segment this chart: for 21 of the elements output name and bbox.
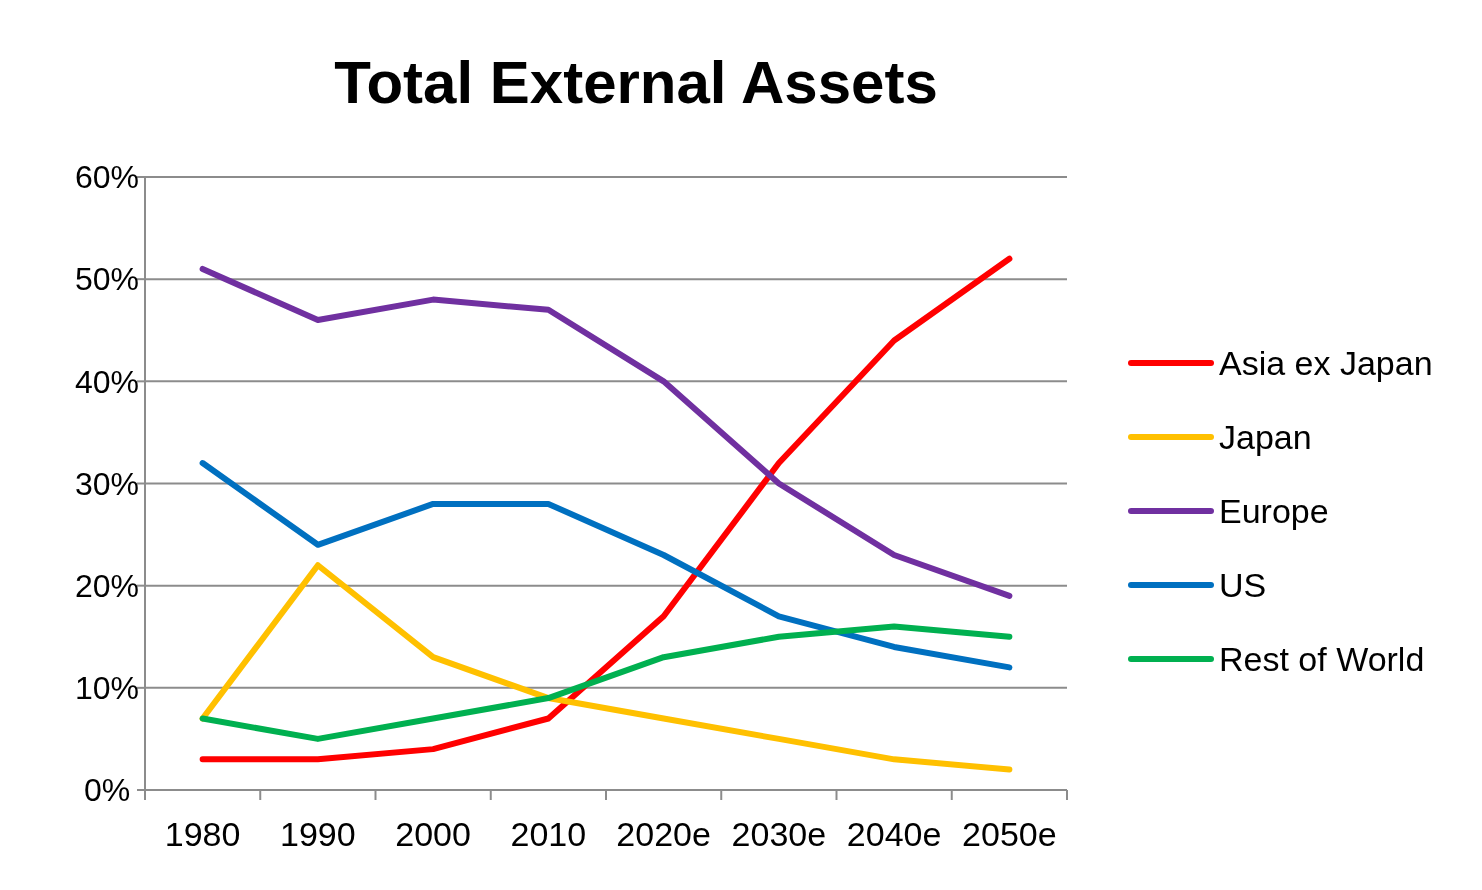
y-tick-label: 10%	[74, 670, 140, 707]
x-tick-label: 1990	[280, 815, 356, 853]
y-tick-label: 20%	[74, 567, 140, 604]
legend-label: Asia ex Japan	[1219, 343, 1433, 382]
x-tick-label: 1980	[164, 815, 241, 853]
x-tick-label: 2020e	[616, 815, 711, 853]
y-tick-label: 40%	[74, 363, 140, 400]
y-tick-label: 0%	[83, 772, 131, 809]
x-tick-label: 2050e	[962, 815, 1057, 853]
y-tick-label: 60%	[74, 159, 140, 196]
y-tick-label: 30%	[74, 465, 140, 502]
legend-label: Japan	[1219, 417, 1312, 456]
x-tick-label: 2030e	[731, 815, 827, 853]
x-tick-label: 2000	[395, 815, 471, 853]
chart-title: Total External Assets	[334, 49, 938, 116]
legend-label: US	[1219, 565, 1267, 604]
x-tick-label: 2010	[510, 815, 587, 853]
y-tick-label: 50%	[74, 261, 140, 298]
legend-label: Rest of World	[1219, 639, 1425, 678]
x-tick-label: 2040e	[846, 815, 942, 853]
legend-label: Europe	[1219, 491, 1329, 530]
